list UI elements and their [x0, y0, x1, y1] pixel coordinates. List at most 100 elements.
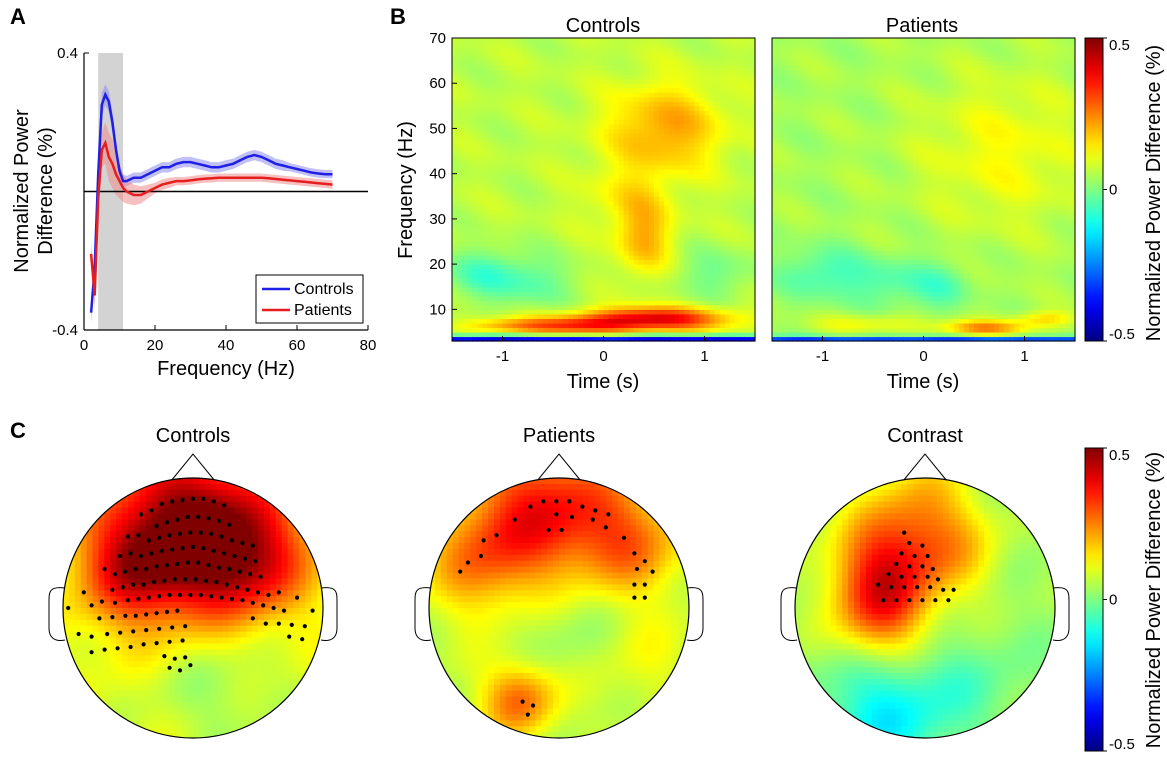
- heatmap-cell: [777, 83, 783, 89]
- heatmap-cell: [633, 38, 640, 44]
- heatmap-cell: [603, 169, 610, 175]
- heatmap-cell: [654, 232, 660, 238]
- heatmap-cell: [694, 336, 701, 342]
- heatmap-cell: [797, 132, 803, 139]
- heatmap-cell: [472, 223, 478, 229]
- heatmap-cell: [699, 169, 706, 175]
- heatmap-cell: [568, 160, 574, 166]
- heatmap-cell: [527, 105, 534, 111]
- heatmap-cell: [537, 146, 544, 152]
- heatmap-cell: [588, 291, 594, 297]
- heatmap-cell: [664, 69, 670, 75]
- heatmap-cell: [573, 173, 579, 179]
- heatmap-cell: [817, 282, 824, 288]
- heatmap-cell: [792, 164, 798, 170]
- heatmap-cell: [522, 38, 529, 44]
- heatmap-cell: [679, 295, 685, 301]
- heatmap-cell: [452, 142, 458, 148]
- heatmap-cell: [648, 60, 655, 66]
- heatmap-cell: [598, 304, 605, 310]
- heatmap-cell: [659, 178, 665, 184]
- heatmap-cell: [497, 110, 504, 116]
- heatmap-cell: [457, 300, 463, 306]
- heatmap-cell: [517, 155, 524, 161]
- heatmap-cell: [522, 331, 529, 338]
- heatmap-cell: [598, 78, 605, 84]
- heatmap-cell: [638, 101, 645, 107]
- heatmap-cell: [608, 160, 615, 166]
- heatmap-cell: [719, 250, 726, 256]
- heatmap-title-controls: Controls: [566, 15, 640, 37]
- heatmap-cell: [802, 313, 808, 319]
- heatmap-cell: [532, 223, 539, 229]
- heatmap-cell: [724, 236, 731, 243]
- heatmap-cell: [452, 327, 458, 333]
- heatmap-cell: [638, 286, 645, 292]
- heatmap-cell: [527, 227, 534, 234]
- heatmap-cell: [739, 236, 746, 243]
- heatmap-cell: [462, 155, 468, 161]
- heatmap-cell: [679, 119, 685, 125]
- heatmap-cell: [664, 336, 670, 342]
- heatmap-cell: [522, 160, 529, 166]
- heatmap-cell: [787, 223, 793, 229]
- heatmap-cell: [487, 318, 493, 324]
- heatmap-cell: [643, 295, 650, 301]
- heatmap-cell: [553, 142, 559, 148]
- heatmap-cell: [623, 250, 630, 256]
- heatmap-cell: [578, 60, 584, 66]
- heatmap-cell: [679, 169, 685, 175]
- heatmap-cell: [827, 264, 834, 270]
- heatmap-cell: [822, 114, 829, 120]
- heatmap-cell: [822, 155, 829, 161]
- heatmap-cell: [719, 300, 726, 306]
- heatmap-cell: [598, 47, 605, 53]
- heatmap-cell: [827, 250, 834, 256]
- heatmap-cell: [537, 205, 544, 211]
- heatmap-cell: [598, 282, 605, 288]
- heatmap-cell: [613, 51, 620, 57]
- heatmap-cell: [578, 160, 584, 166]
- heatmap-cell: [462, 101, 468, 107]
- heatmap-cell: [822, 255, 829, 261]
- heatmap-cell: [827, 282, 834, 288]
- heatmap-cell: [782, 74, 788, 80]
- heatmap-cell: [457, 38, 463, 44]
- heatmap-cell: [739, 42, 746, 48]
- heatmap-cell: [777, 173, 783, 179]
- heatmap-cell: [472, 250, 478, 256]
- heatmap-cell: [817, 65, 824, 71]
- heatmap-cell: [547, 160, 554, 166]
- heatmap-cell: [502, 47, 509, 53]
- heatmap-cell: [643, 200, 650, 206]
- heatmap-cell: [537, 96, 544, 102]
- heatmap-cell: [618, 209, 625, 215]
- heatmap-cell: [507, 318, 514, 324]
- heatmap-cell: [573, 331, 579, 338]
- heatmap-cell: [618, 232, 625, 238]
- heatmap-cell: [588, 47, 594, 53]
- heatmap-cell: [593, 191, 600, 197]
- heatmap-cell: [588, 227, 594, 234]
- heatmap-cell: [563, 105, 569, 111]
- heatmap-cell: [578, 173, 584, 179]
- heatmap-cell: [542, 114, 549, 120]
- heatmap-cell: [502, 268, 509, 274]
- heatmap-cell: [719, 227, 726, 234]
- heatmap-cell: [704, 137, 711, 143]
- heatmap-cell: [772, 268, 778, 274]
- heatmap-cell: [744, 300, 751, 306]
- heatmap-cell: [724, 255, 731, 261]
- heatmap-cell: [744, 205, 751, 211]
- heatmap-cell: [497, 209, 504, 215]
- heatmap-cell: [812, 42, 819, 48]
- heatmap-cell: [547, 146, 554, 152]
- heatmap-cell: [542, 60, 549, 66]
- heatmap-cell: [507, 119, 514, 125]
- heatmap-cell: [817, 160, 824, 166]
- heatmap-cell: [643, 268, 650, 274]
- heatmap-cell: [492, 336, 499, 342]
- heatmap-cell: [679, 191, 685, 197]
- heatmap-cell: [608, 309, 615, 315]
- heatmap-cell: [684, 105, 690, 111]
